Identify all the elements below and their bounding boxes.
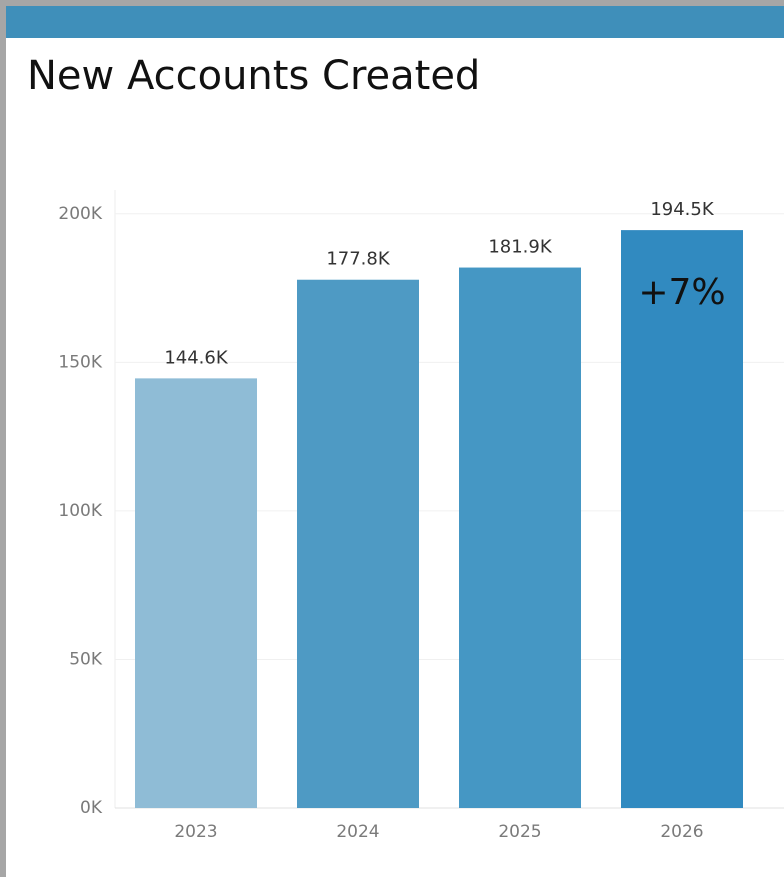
bar xyxy=(459,267,581,808)
left-border xyxy=(0,0,6,877)
value-label: 194.5K xyxy=(650,199,715,220)
y-tick-label: 150K xyxy=(58,352,102,372)
header-bar xyxy=(6,6,784,38)
value-label: 181.9K xyxy=(488,237,553,258)
bar xyxy=(621,230,743,808)
y-tick-label: 200K xyxy=(58,204,102,224)
x-tick-label: 2025 xyxy=(498,822,541,842)
y-tick-label: 0K xyxy=(80,798,103,818)
bar xyxy=(297,279,419,808)
chart-title: New Accounts Created xyxy=(27,53,480,99)
value-label: 177.8K xyxy=(326,249,391,270)
top-border xyxy=(0,0,784,6)
y-tick-label: 100K xyxy=(58,501,102,521)
value-label: 144.6K xyxy=(164,347,229,368)
x-tick-label: 2026 xyxy=(660,822,703,842)
annotation: +7% xyxy=(638,272,725,313)
x-tick-label: 2023 xyxy=(174,822,217,842)
bar xyxy=(135,378,257,808)
y-tick-label: 50K xyxy=(69,649,103,669)
x-tick-label: 2024 xyxy=(336,822,379,842)
